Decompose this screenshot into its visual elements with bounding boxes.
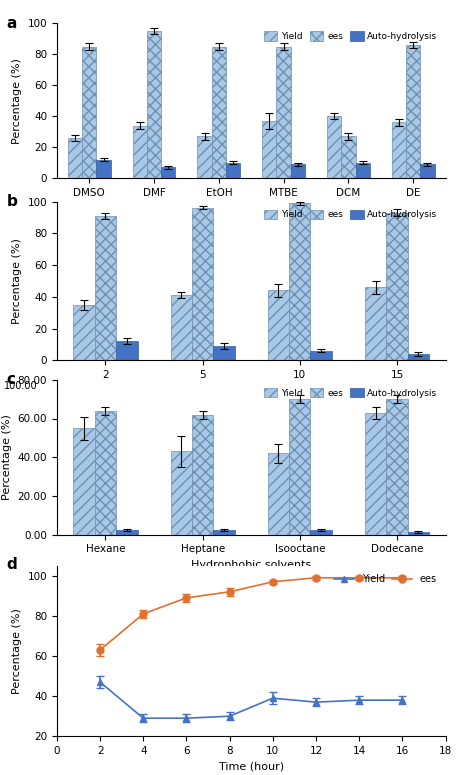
Bar (365, 288, 386, 360)
Bar (406, 45, 420, 178)
Bar (310, 530, 332, 535)
Bar (171, 295, 192, 360)
Bar (341, 136, 356, 178)
Bar (365, 412, 386, 535)
Bar (386, 399, 408, 535)
X-axis label: Dimethylformamide (% v/v): Dimethylformamide (% v/v) (174, 386, 328, 396)
Bar (68, 138, 82, 178)
Text: a: a (6, 16, 17, 30)
Legend: Yield, ees, Auto-hydrolysis: Yield, ees, Auto-hydrolysis (260, 28, 441, 45)
Legend: Yield, ees, Auto-hydrolysis: Yield, ees, Auto-hydrolysis (260, 384, 441, 401)
Bar (327, 116, 341, 178)
Y-axis label: Percentage (%): Percentage (%) (12, 238, 22, 324)
Bar (356, 163, 370, 178)
Text: b: b (6, 194, 17, 208)
X-axis label: 5% (v/v) cosolvents: 5% (v/v) cosolvents (196, 204, 306, 214)
Text: 100.00: 100.00 (4, 381, 38, 391)
Bar (226, 163, 240, 178)
Bar (213, 530, 235, 535)
Bar (213, 346, 235, 360)
Bar (73, 305, 95, 360)
Bar (116, 341, 137, 360)
Bar (408, 354, 429, 360)
Y-axis label: Percentage (%): Percentage (%) (12, 608, 22, 694)
Bar (192, 415, 213, 535)
Bar (192, 208, 213, 360)
Text: c: c (6, 372, 15, 387)
X-axis label: Time (hour): Time (hour) (219, 762, 284, 772)
Bar (133, 126, 147, 178)
Bar (310, 351, 332, 360)
Bar (420, 164, 435, 178)
Bar (289, 399, 310, 535)
Y-axis label: Percentage (%): Percentage (%) (2, 415, 12, 500)
Bar (147, 31, 161, 178)
X-axis label: Hydrophobic solvents: Hydrophobic solvents (191, 560, 311, 570)
Bar (82, 46, 96, 178)
Bar (262, 121, 276, 178)
Bar (408, 532, 429, 535)
Bar (73, 428, 95, 535)
Bar (291, 164, 305, 178)
Bar (212, 46, 226, 178)
Bar (95, 215, 116, 360)
Bar (392, 122, 406, 178)
Bar (171, 451, 192, 535)
Text: d: d (6, 557, 17, 572)
Bar (276, 46, 291, 178)
Bar (96, 160, 110, 178)
Legend: Yield, ees: Yield, ees (330, 570, 441, 588)
Bar (198, 136, 212, 178)
Y-axis label: Percentage (%): Percentage (%) (12, 58, 22, 143)
Bar (386, 212, 408, 360)
Legend: Yield, ees, Auto-hydrolysis: Yield, ees, Auto-hydrolysis (260, 206, 441, 223)
Bar (268, 453, 289, 535)
Bar (95, 411, 116, 535)
Bar (289, 203, 310, 360)
Bar (268, 291, 289, 360)
Bar (116, 530, 137, 535)
Bar (161, 167, 175, 178)
